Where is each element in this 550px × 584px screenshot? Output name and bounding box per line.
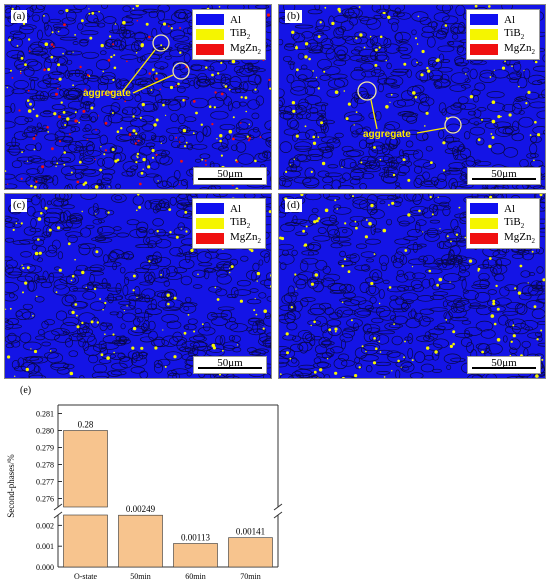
- panel-label: (c): [11, 199, 28, 212]
- phase-legend: Al TiB2 MgZn2: [192, 198, 266, 249]
- legend-text: TiB2: [230, 27, 251, 42]
- scale-line: [472, 367, 536, 369]
- scale-bar: 50μm: [467, 356, 541, 374]
- y-tick-label: 0.277: [36, 478, 54, 487]
- legend-text: Al: [230, 202, 241, 215]
- legend-text: Al: [504, 13, 515, 26]
- scale-text: 50μm: [491, 168, 517, 180]
- bar: [228, 537, 273, 568]
- legend-entry-al: Al: [196, 201, 262, 216]
- tib2-swatch: [196, 29, 224, 40]
- mgzn2-swatch: [196, 44, 224, 55]
- legend-entry-al: Al: [196, 12, 262, 27]
- x-tick-label: 60min: [185, 572, 205, 579]
- scale-line: [198, 367, 262, 369]
- scale-line: [198, 178, 262, 180]
- scale-text: 50μm: [217, 357, 243, 369]
- y-tick-label: 0.000: [36, 563, 54, 572]
- bar-chart-svg: 0.276 0.277 0.278 0.279 0.280 0.281 0.000 0.001…: [6, 385, 283, 581]
- bar-lower: [63, 514, 108, 568]
- mgzn2-swatch: [470, 44, 498, 55]
- data-label: 0.28: [78, 420, 94, 430]
- panel-label: (d): [285, 199, 302, 212]
- scale-bar: 50μm: [193, 167, 267, 185]
- legend-text: Al: [230, 13, 241, 26]
- mgzn2-swatch: [196, 233, 224, 244]
- al-swatch: [196, 203, 224, 214]
- al-swatch: [196, 14, 224, 25]
- al-swatch: [470, 14, 498, 25]
- phase-legend: Al TiB2 MgZn2: [466, 198, 540, 249]
- break-mark: [53, 503, 63, 511]
- legend-entry-mgzn2: MgZn2: [470, 42, 536, 57]
- legend-entry-al: Al: [470, 12, 536, 27]
- legend-entry-tib2: TiB2: [196, 216, 262, 231]
- legend-entry-tib2: TiB2: [470, 27, 536, 42]
- y-tick-label: 0.281: [36, 410, 54, 419]
- mgzn2-swatch: [470, 233, 498, 244]
- scale-bar: 50μm: [467, 167, 541, 185]
- legend-entry-tib2: TiB2: [196, 27, 262, 42]
- aggregate-label: aggregate: [83, 88, 131, 99]
- data-label: 0.00113: [181, 532, 210, 542]
- x-tick-label: 70min: [240, 572, 260, 579]
- break-mark: [53, 511, 63, 519]
- panel-label: (a): [11, 10, 28, 23]
- break-mark: [273, 503, 283, 511]
- legend-entry-tib2: TiB2: [470, 216, 536, 231]
- legend-text: MgZn2: [230, 231, 261, 246]
- data-label: 0.00141: [236, 527, 265, 537]
- legend-text: TiB2: [230, 216, 251, 231]
- legend-text: MgZn2: [504, 231, 535, 246]
- legend-text: Al: [504, 202, 515, 215]
- bar: [118, 514, 163, 568]
- y-tick-label: 0.279: [36, 444, 54, 453]
- tib2-swatch: [470, 218, 498, 229]
- y-tick-label: 0.002: [36, 521, 54, 530]
- bar-upper: [63, 430, 108, 508]
- legend-entry-mgzn2: MgZn2: [196, 42, 262, 57]
- micrograph-panel-d: (d) Al TiB2 MgZn2 50μm: [278, 193, 546, 379]
- second-phase-chart: 0.276 0.277 0.278 0.279 0.280 0.281 0.000 0.001…: [0, 379, 290, 581]
- y-tick-label: 0.001: [36, 542, 54, 551]
- micrograph-panel-c: (c) Al TiB2 MgZn2 50μm: [4, 193, 272, 379]
- tib2-swatch: [470, 29, 498, 40]
- scale-text: 50μm: [491, 357, 517, 369]
- y-tick-label: 0.278: [36, 461, 54, 470]
- y-tick-label: 0.276: [36, 495, 54, 504]
- aggregate-label: aggregate: [363, 129, 411, 140]
- y-axis-label: Second-phases/%: [6, 454, 16, 518]
- break-mark: [273, 511, 283, 519]
- phase-legend: Al TiB2 MgZn2: [466, 9, 540, 60]
- panel-label-e: (e): [20, 385, 31, 396]
- panel-label: (b): [285, 10, 302, 23]
- al-swatch: [470, 203, 498, 214]
- legend-text: MgZn2: [230, 42, 261, 57]
- tib2-swatch: [196, 218, 224, 229]
- scale-bar: 50μm: [193, 356, 267, 374]
- legend-text: TiB2: [504, 27, 525, 42]
- scale-text: 50μm: [217, 168, 243, 180]
- y-tick-label: 0.280: [36, 427, 54, 436]
- legend-text: MgZn2: [504, 42, 535, 57]
- data-label: 0.00249: [126, 504, 156, 514]
- legend-entry-mgzn2: MgZn2: [470, 231, 536, 246]
- phase-legend: Al TiB2 MgZn2: [192, 9, 266, 60]
- legend-entry-al: Al: [470, 201, 536, 216]
- legend-text: TiB2: [504, 216, 525, 231]
- scale-line: [472, 178, 536, 180]
- bar: [173, 543, 218, 568]
- x-tick-label: 50min: [130, 572, 150, 579]
- micrograph-panel-a: (a) Al TiB2 MgZn2 50μm aggregate: [4, 4, 272, 190]
- x-tick-label: O-state: [74, 572, 98, 579]
- legend-entry-mgzn2: MgZn2: [196, 231, 262, 246]
- micrograph-panel-b: (b) Al TiB2 MgZn2 50μm aggregate: [278, 4, 546, 190]
